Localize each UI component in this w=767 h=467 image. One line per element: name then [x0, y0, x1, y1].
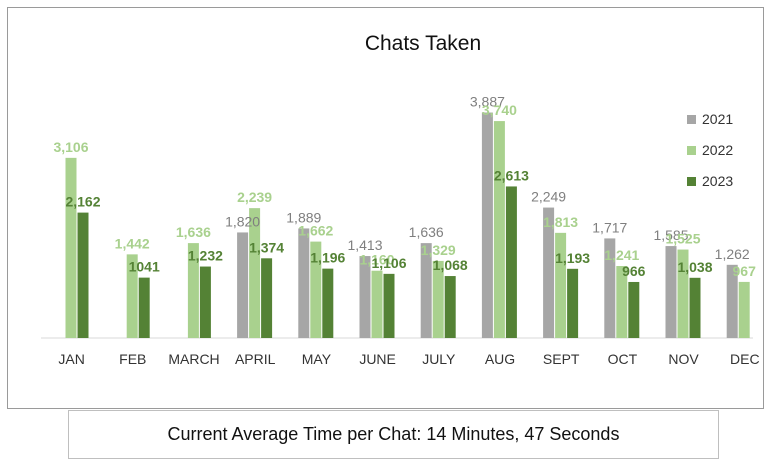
bar-2023-march	[199, 266, 211, 338]
category-label: OCT	[608, 351, 638, 367]
bar-2022-sept	[555, 232, 567, 338]
legend-label-2022: 2022	[702, 142, 733, 158]
data-label: 1,106	[371, 255, 406, 271]
bar-chart: Chats Taken 3,106 2,162 1,442 1041 1,636 1,23…	[41, 32, 760, 367]
bar-2021-april	[237, 232, 249, 338]
legend-label-2023: 2023	[702, 173, 733, 189]
data-label: 1,442	[115, 235, 150, 251]
category-label: JULY	[422, 351, 456, 367]
data-label: 1,241	[604, 247, 639, 263]
data-label: 1,889	[286, 209, 321, 225]
bar-2022-oct	[616, 266, 628, 338]
category-label: APRIL	[235, 351, 276, 367]
bar-2021-may	[298, 228, 310, 338]
data-label: 1,717	[592, 219, 627, 235]
data-label: 1,374	[249, 239, 284, 255]
data-label: 1041	[129, 259, 160, 275]
data-label: 1,813	[543, 214, 578, 230]
bar-2021-july	[420, 243, 432, 338]
bar-2022-april	[249, 208, 261, 338]
chart-title: Chats Taken	[365, 32, 481, 55]
bar-2022-nov	[677, 249, 689, 338]
data-label: 1,636	[409, 224, 444, 240]
bar-2023-jan	[77, 212, 89, 338]
average-time-box: Current Average Time per Chat: 14 Minute…	[68, 410, 719, 459]
legend-swatch-2021	[687, 115, 696, 124]
category-label: SEPT	[543, 351, 580, 367]
data-label: 1,196	[310, 250, 345, 266]
data-label: 2,162	[65, 194, 100, 210]
data-label: 1,068	[433, 257, 468, 273]
bar-2021-oct	[604, 238, 616, 338]
data-label: 3,887	[470, 94, 505, 110]
bar-2022-aug	[493, 121, 505, 338]
data-label: 967	[733, 263, 757, 279]
average-time-text: Current Average Time per Chat: 14 Minute…	[167, 424, 620, 444]
bar-2022-feb	[126, 254, 138, 338]
bar-2023-july	[444, 276, 456, 338]
data-label: 1,193	[555, 250, 590, 266]
category-label: MAY	[302, 351, 332, 367]
category-label: AUG	[485, 351, 515, 367]
bar-2022-june	[371, 270, 383, 338]
bar-2023-sept	[567, 268, 579, 338]
data-label: 1,820	[225, 213, 260, 229]
bar-2022-dec	[738, 281, 750, 338]
data-labels-group: 3,106 2,162 1,442 1041 1,636 1,232 1,820 2,239 1…	[53, 94, 756, 279]
data-label: 1,662	[298, 223, 333, 239]
legend-swatch-2023	[687, 177, 696, 186]
data-label: 1,585	[653, 227, 688, 243]
category-label: DEC	[730, 351, 760, 367]
bar-2023-may	[322, 268, 334, 338]
data-label: 1,038	[677, 259, 712, 275]
category-label: JUNE	[359, 351, 396, 367]
bar-2022-july	[432, 260, 444, 338]
category-label: NOV	[668, 351, 699, 367]
data-label: 1,636	[176, 224, 211, 240]
bar-2021-sept	[543, 207, 555, 338]
bar-2021-dec	[726, 264, 738, 338]
bar-2021-nov	[665, 246, 677, 338]
data-label: 3,740	[482, 102, 517, 118]
bar-2023-feb	[138, 277, 150, 338]
bar-2022-march	[187, 243, 199, 338]
bars-group	[65, 112, 750, 338]
category-label: JAN	[58, 351, 84, 367]
bar-2023-nov	[689, 277, 701, 338]
legend: 2021 2022 2023	[687, 111, 733, 189]
chart-frame: Chats Taken 3,106 2,162 1,442 1041 1,636 1,23…	[7, 7, 764, 409]
bar-2023-april	[261, 258, 273, 338]
bar-2022-jan	[65, 157, 77, 338]
data-label: 1,525	[665, 231, 700, 247]
bar-2021-june	[359, 256, 371, 338]
data-label: 2,239	[237, 189, 272, 205]
data-label: 1,413	[347, 237, 382, 253]
data-label: 3,106	[53, 139, 88, 155]
bar-2023-june	[383, 273, 395, 338]
bar-2023-oct	[628, 281, 640, 338]
bar-2023-aug	[505, 186, 517, 338]
data-label: 1,232	[188, 248, 223, 264]
bar-2021-aug	[481, 112, 493, 338]
data-label: 2,613	[494, 167, 529, 183]
data-label: 1,262	[715, 246, 750, 262]
legend-label-2021: 2021	[702, 111, 733, 127]
legend-swatch-2022	[687, 146, 696, 155]
category-labels-group: JAN FEB MARCH APRIL MAY JUNE JULY AUG SEPT OCT NOV…	[58, 351, 759, 367]
category-label: FEB	[119, 351, 146, 367]
bar-2022-may	[310, 241, 322, 338]
data-label: 2,249	[531, 189, 566, 205]
category-label: MARCH	[168, 351, 219, 367]
data-label: 1,160	[359, 252, 394, 268]
data-label: 1,329	[421, 242, 456, 258]
data-label: 966	[622, 263, 646, 279]
